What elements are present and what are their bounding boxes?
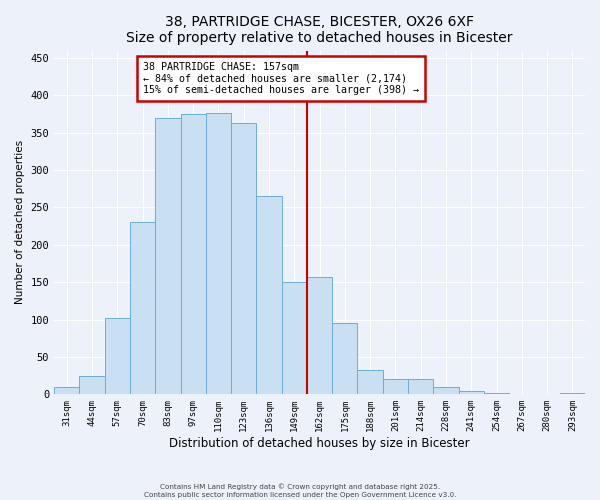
Bar — [231, 123, 256, 394]
Text: 38 PARTRIDGE CHASE: 157sqm
← 84% of detached houses are smaller (2,174)
15% of s: 38 PARTRIDGE CHASE: 157sqm ← 84% of deta… — [143, 62, 419, 95]
Bar — [281, 282, 307, 395]
Bar — [408, 380, 433, 394]
Title: 38, PARTRIDGE CHASE, BICESTER, OX26 6XF
Size of property relative to detached ho: 38, PARTRIDGE CHASE, BICESTER, OX26 6XF … — [127, 15, 513, 45]
Bar — [458, 390, 484, 394]
Y-axis label: Number of detached properties: Number of detached properties — [15, 140, 25, 304]
Bar — [332, 322, 358, 394]
Bar — [130, 222, 155, 394]
Bar — [155, 118, 181, 394]
Bar — [560, 393, 585, 394]
Text: Contains HM Land Registry data © Crown copyright and database right 2025.
Contai: Contains HM Land Registry data © Crown c… — [144, 484, 456, 498]
Bar — [54, 387, 79, 394]
Bar — [256, 196, 281, 394]
Bar — [433, 387, 458, 394]
Bar — [181, 114, 206, 394]
Bar — [358, 370, 383, 394]
Bar — [307, 277, 332, 394]
Bar — [105, 318, 130, 394]
X-axis label: Distribution of detached houses by size in Bicester: Distribution of detached houses by size … — [169, 437, 470, 450]
Bar — [484, 393, 509, 394]
Bar — [383, 380, 408, 394]
Bar — [206, 112, 231, 394]
Bar — [79, 376, 105, 394]
